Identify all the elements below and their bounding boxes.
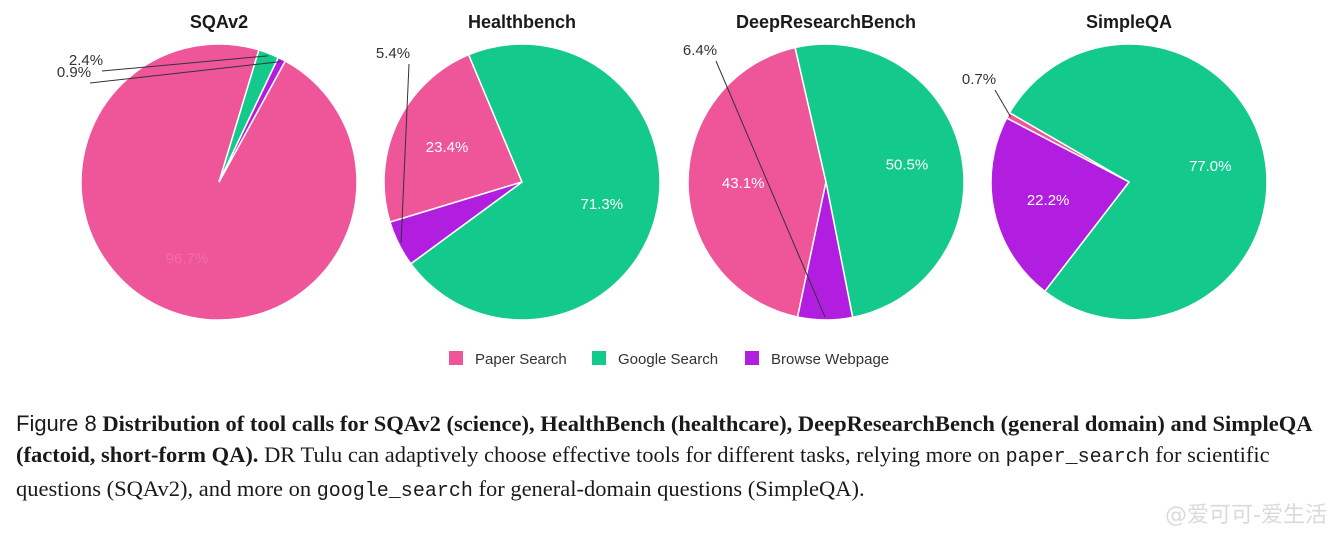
legend-label: Browse Webpage [771,351,889,368]
pie-chart-3: SimpleQA 0.7% 77.0% 22.2% [962,12,1268,321]
pie-slice-google-search [1008,43,1268,321]
pie-slice-paper-search [687,46,827,318]
pie-slice-browse-webpage [990,117,1131,293]
caption-text-3: for general-domain questions (SimpleQA). [472,476,865,501]
pie-slice-browse-webpage [218,56,287,183]
pie-chart-1: Healthbench 23.4% 71.3% 5.4% [376,12,661,321]
chart-title: Healthbench [468,12,576,32]
slice-label: 23.4% [426,139,469,156]
slice-label: 5.4% [376,45,410,62]
slice-label: 96.7% [166,250,209,267]
leader-line [715,60,826,318]
slice-label: 50.5% [886,157,929,174]
slice-label: 0.9% [57,64,91,81]
pie-chart-2: DeepResearchBench 43.1% 50.5% 6.4% [683,12,965,321]
caption-text-1: DR Tulu can adaptively choose effective … [258,442,1006,467]
figure-label: Figure 8 [16,411,97,436]
caption-code-google-search: google_search [316,480,473,503]
pie-slice-google-search [794,43,965,319]
chart-title: SimpleQA [1086,12,1172,32]
legend-label: Paper Search [475,351,567,368]
pie-slice-browse-webpage [389,181,523,265]
slice-label: 0.7% [962,71,996,88]
legend: Paper Search Google Search Browse Webpage [449,351,889,368]
slice-label: 71.3% [581,196,624,213]
leader-line [400,63,410,243]
pie-slice-google-search [409,43,661,321]
leader-line [101,55,268,72]
watermark: @爱可可-爱生活 [1165,503,1327,528]
pie-charts-figure: SQAv2 96.7% 2.4%0.9% Healthbench 23.4% 71.3% 5… [57,12,1268,368]
pie-slice-paper-search [383,53,524,224]
slice-label: 22.2% [1027,192,1070,209]
leader-line [89,61,281,84]
caption-code-paper-search: paper_search [1005,446,1150,469]
slice-label: 77.0% [1189,158,1232,175]
slice-label: 2.4% [69,52,103,69]
figure-caption: Figure 8 Distribution of tool calls for … [16,408,1328,507]
pie-chart-0: SQAv2 96.7% 2.4%0.9% [57,12,358,321]
legend-swatch [449,351,463,365]
leader-line [994,89,1011,117]
legend-swatch [592,351,606,365]
chart-title: DeepResearchBench [736,12,916,32]
caption-bold-text: Distribution of tool calls for SQAv2 (sc… [16,411,1312,467]
caption-text-2: for scientific questions (SQAv2), and mo… [16,442,1270,501]
chart-title: SQAv2 [190,12,248,32]
slice-label: 43.1% [722,175,765,192]
legend-label: Google Search [618,351,718,368]
legend-swatch [745,351,759,365]
slice-label: 6.4% [683,42,717,59]
